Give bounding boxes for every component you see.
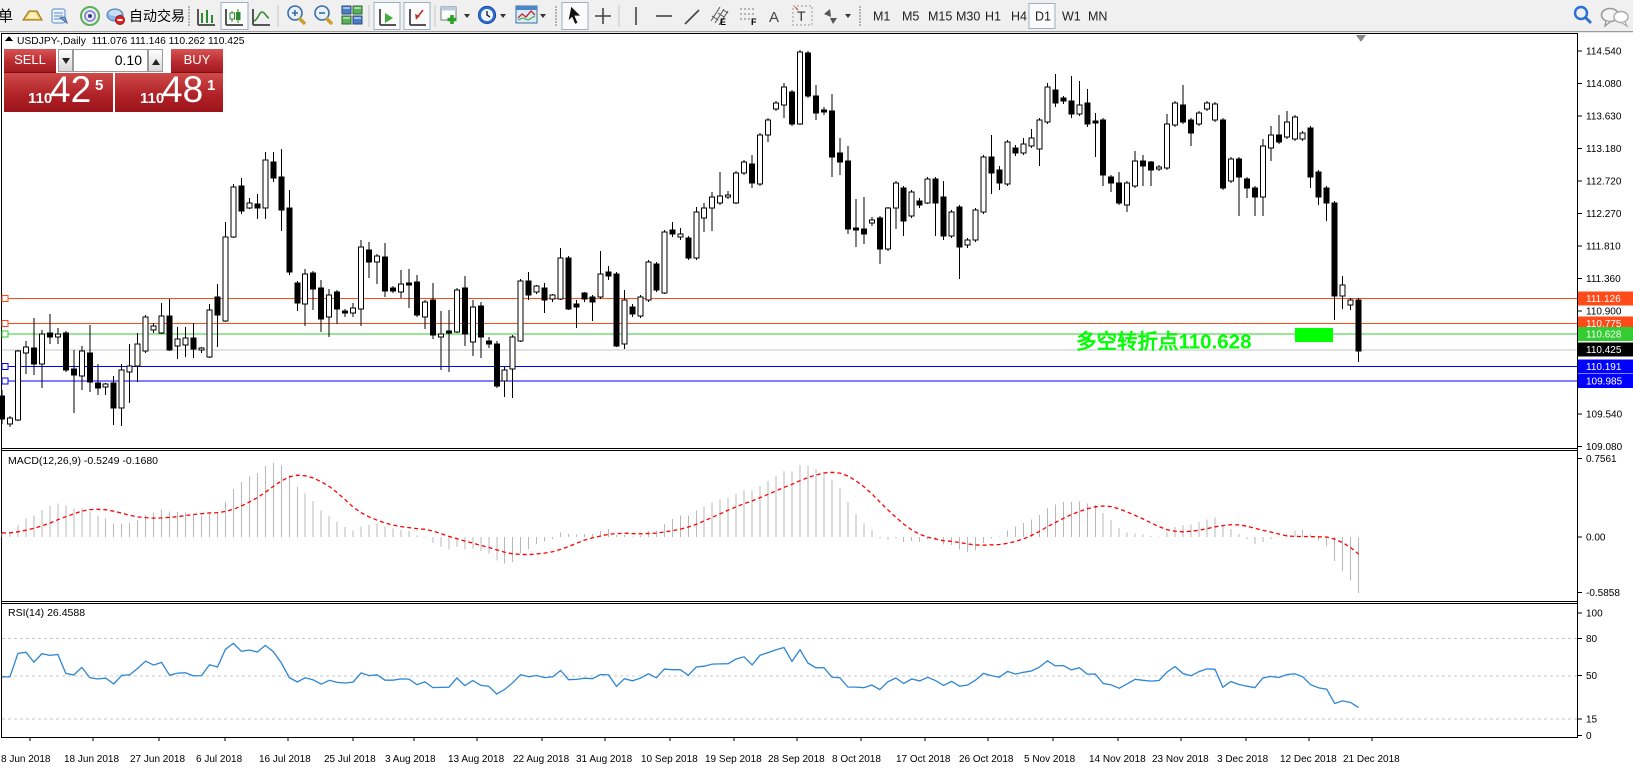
- svg-text:MACD(12,26,9) -0.5249 -0.1680: MACD(12,26,9) -0.5249 -0.1680: [8, 455, 158, 467]
- svg-text:26 Oct 2018: 26 Oct 2018: [959, 754, 1014, 765]
- svg-text:单: 单: [0, 8, 13, 25]
- svg-text:多空转折点110.628: 多空转折点110.628: [1076, 330, 1251, 354]
- svg-text:27 Jun 2018: 27 Jun 2018: [130, 754, 185, 765]
- svg-text:109.080: 109.080: [1586, 442, 1623, 453]
- svg-text:5 Nov 2018: 5 Nov 2018: [1024, 754, 1076, 765]
- svg-text:109.985: 109.985: [1586, 377, 1623, 388]
- svg-text:6 Jul 2018: 6 Jul 2018: [196, 754, 243, 765]
- svg-text:110.900: 110.900: [1586, 307, 1622, 318]
- svg-text:MN: MN: [1088, 10, 1107, 24]
- svg-text:-0.5858: -0.5858: [1586, 588, 1620, 599]
- svg-text:M1: M1: [873, 10, 890, 24]
- svg-text:110.425: 110.425: [1586, 345, 1622, 356]
- svg-text:112.270: 112.270: [1586, 209, 1622, 220]
- svg-text:H4: H4: [1011, 10, 1027, 24]
- svg-text:110.191: 110.191: [1586, 362, 1622, 373]
- svg-text:D1: D1: [1035, 10, 1051, 24]
- svg-text:0: 0: [1586, 731, 1592, 742]
- svg-text:19 Sep 2018: 19 Sep 2018: [705, 754, 762, 765]
- svg-text:112.720: 112.720: [1586, 177, 1622, 188]
- svg-text:111.126: 111.126: [1586, 294, 1621, 305]
- svg-text:W1: W1: [1062, 10, 1081, 24]
- svg-text:109.540: 109.540: [1586, 409, 1623, 420]
- svg-text:E: E: [720, 17, 726, 27]
- svg-text:113.630: 113.630: [1586, 112, 1622, 123]
- svg-text:RSI(14) 26.4588: RSI(14) 26.4588: [8, 607, 85, 619]
- svg-text:8 Oct 2018: 8 Oct 2018: [832, 754, 881, 765]
- svg-text:0.7561: 0.7561: [1586, 454, 1617, 465]
- svg-text:F: F: [751, 17, 757, 27]
- svg-text:114.540: 114.540: [1586, 47, 1622, 58]
- svg-text:110.775: 110.775: [1586, 319, 1622, 330]
- svg-text:16 Jul 2018: 16 Jul 2018: [259, 754, 311, 765]
- svg-text:50: 50: [1586, 671, 1598, 682]
- svg-text:8 Jun 2018: 8 Jun 2018: [1, 754, 51, 765]
- svg-text:3 Aug 2018: 3 Aug 2018: [385, 754, 436, 765]
- svg-text:M15: M15: [928, 10, 952, 24]
- svg-text:114.080: 114.080: [1586, 79, 1622, 90]
- svg-text:17 Oct 2018: 17 Oct 2018: [896, 754, 951, 765]
- svg-text:80: 80: [1586, 634, 1598, 645]
- svg-text:0.00: 0.00: [1586, 533, 1606, 544]
- svg-text:自动交易: 自动交易: [129, 8, 185, 24]
- svg-text:100: 100: [1586, 609, 1603, 620]
- svg-text:M5: M5: [902, 10, 919, 24]
- svg-text:M30: M30: [956, 10, 980, 24]
- svg-text:14 Nov 2018: 14 Nov 2018: [1089, 754, 1146, 765]
- svg-text:31 Aug 2018: 31 Aug 2018: [576, 754, 633, 765]
- svg-text:113.180: 113.180: [1586, 144, 1622, 155]
- svg-text:23 Nov 2018: 23 Nov 2018: [1152, 754, 1209, 765]
- svg-text:10 Sep 2018: 10 Sep 2018: [641, 754, 698, 765]
- svg-text:12 Dec 2018: 12 Dec 2018: [1280, 754, 1337, 765]
- svg-text:T: T: [797, 8, 806, 24]
- svg-text:USDJPY-,Daily 111.076 111.146: USDJPY-,Daily 111.076 111.146 110.262 11…: [17, 36, 245, 47]
- svg-text:3 Dec 2018: 3 Dec 2018: [1217, 754, 1269, 765]
- svg-text:H1: H1: [985, 10, 1001, 24]
- svg-text:25 Jul 2018: 25 Jul 2018: [324, 754, 376, 765]
- svg-text:22 Aug 2018: 22 Aug 2018: [513, 754, 570, 765]
- svg-text:13 Aug 2018: 13 Aug 2018: [448, 754, 505, 765]
- svg-text:A: A: [769, 9, 779, 26]
- svg-text:111.810: 111.810: [1586, 242, 1621, 253]
- svg-text:18 Jun 2018: 18 Jun 2018: [64, 754, 119, 765]
- svg-text:110.628: 110.628: [1586, 330, 1622, 341]
- svg-text:15: 15: [1586, 714, 1598, 725]
- svg-text:21 Dec 2018: 21 Dec 2018: [1343, 754, 1400, 765]
- svg-text:28 Sep 2018: 28 Sep 2018: [768, 754, 825, 765]
- svg-text:111.360: 111.360: [1586, 274, 1621, 285]
